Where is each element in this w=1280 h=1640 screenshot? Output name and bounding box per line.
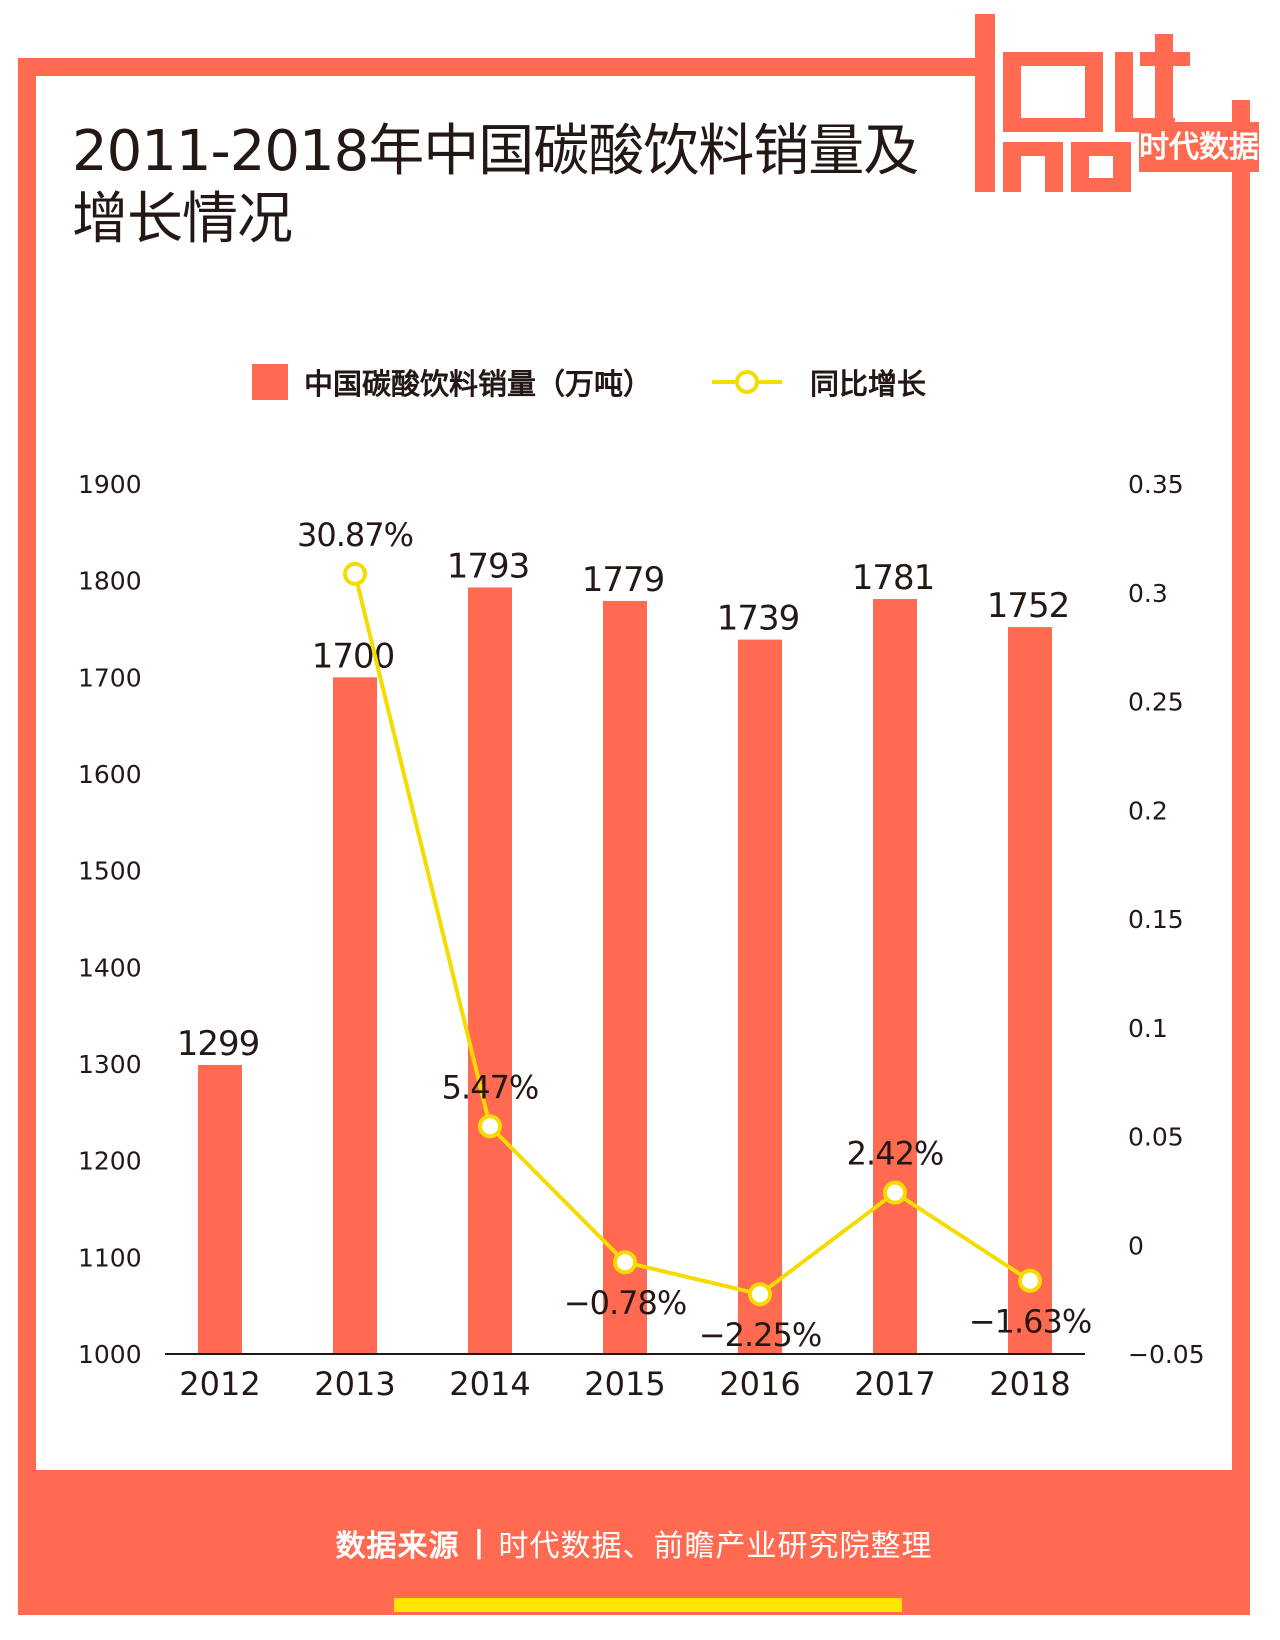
right-axis-tick-label: 0.3 <box>1128 579 1168 608</box>
bar-value-label: 1700 <box>312 636 395 676</box>
growth-value-label: −1.63% <box>969 1303 1091 1341</box>
left-axis-tick-label: 1200 <box>78 1147 142 1176</box>
source-label: 数据来源 <box>335 1528 460 1564</box>
left-axis-tick-label: 1000 <box>78 1340 142 1369</box>
bar <box>333 677 377 1354</box>
growth-value-label: 30.87% <box>297 516 413 554</box>
bar <box>603 600 647 1354</box>
x-axis-tick-label: 2017 <box>854 1365 935 1403</box>
frame-top-border <box>18 58 988 76</box>
x-axis-tick-label: 2015 <box>584 1365 665 1403</box>
legend-bar-swatch <box>252 364 288 400</box>
growth-point <box>883 1180 907 1205</box>
bar-value-label: 1779 <box>582 560 665 600</box>
chart-title: 2011-2018年中国碳酸饮料销量及增长情况 <box>72 119 919 252</box>
left-axis-tick-label: 1100 <box>78 1243 142 1272</box>
bar-value-label: 1752 <box>987 586 1070 626</box>
bar <box>1008 627 1052 1354</box>
right-axis-tick-label: 0.2 <box>1128 796 1168 825</box>
footer: 数据来源 | 时代数据、前瞻产业研究院整理 <box>18 1470 1250 1615</box>
bar-value-label: 1781 <box>852 558 935 598</box>
bar-value-label: 1739 <box>717 599 800 639</box>
growth-line <box>353 573 1032 1297</box>
left-axis-tick-label: 1900 <box>78 470 142 499</box>
left-axis-tick-label: 1700 <box>78 663 142 692</box>
source-separator: | <box>473 1525 485 1560</box>
legend: 中国碳酸饮料销量（万吨） 同比增长 <box>252 360 926 404</box>
bar <box>873 599 917 1354</box>
x-axis-tick-label: 2012 <box>179 1365 260 1403</box>
x-axis-tick-label: 2013 <box>314 1365 395 1403</box>
legend-line-swatch <box>712 370 783 394</box>
right-axis-tick-label: 0.25 <box>1128 688 1184 717</box>
right-axis-tick-label: 0.1 <box>1128 1014 1168 1043</box>
growth-point <box>343 561 367 586</box>
legend-line-label: 同比增长 <box>810 367 927 401</box>
frame-right-border <box>1232 100 1250 1548</box>
growth-point <box>748 1282 772 1307</box>
growth-value-label: 2.42% <box>847 1135 944 1173</box>
growth-value-label: −0.78% <box>564 1284 686 1322</box>
bar-value-label: 1793 <box>447 546 530 586</box>
growth-value-label: −2.25% <box>699 1316 821 1354</box>
left-axis-tick-label: 1800 <box>78 567 142 596</box>
growth-value-label: 5.47% <box>442 1068 539 1106</box>
combo-chart: 1000 1100 1200 1300 1400 1500 1600 1700 1800 1900… <box>78 470 1205 1403</box>
datagod-logo: data 时代数据 <box>975 14 1259 192</box>
left-axis-tick-label: 1400 <box>78 953 142 982</box>
left-axis-tick-label: 1300 <box>78 1050 142 1079</box>
x-axis-tick-label: 2018 <box>989 1365 1070 1403</box>
bar <box>198 1064 242 1354</box>
bar <box>468 587 512 1354</box>
bar-value-label: 1299 <box>177 1024 260 1064</box>
x-axis-tick-label: 2014 <box>449 1365 530 1403</box>
right-axis-tick-label: 0.35 <box>1128 470 1184 499</box>
growth-point <box>1018 1268 1042 1293</box>
growth-point <box>478 1114 502 1139</box>
right-axis-tick-label: 0.15 <box>1128 905 1184 934</box>
left-axis-tick-label: 1500 <box>78 857 142 886</box>
left-axis-tick-label: 1600 <box>78 760 142 789</box>
right-axis-tick-label: 0 <box>1128 1231 1144 1260</box>
svg-text:时代数据: 时代数据 <box>1139 130 1259 165</box>
right-axis-tick-label: 0.05 <box>1128 1123 1184 1152</box>
source-text: 时代数据、前瞻产业研究院整理 <box>498 1528 933 1564</box>
x-axis-tick-label: 2016 <box>719 1365 800 1403</box>
growth-point <box>613 1250 637 1275</box>
bar <box>738 639 782 1354</box>
frame-left-border <box>18 58 36 1548</box>
right-axis-tick-label: −0.05 <box>1128 1340 1205 1369</box>
footer-accent-stripe <box>394 1598 902 1612</box>
legend-bar-label: 中国碳酸饮料销量（万吨） <box>304 367 653 401</box>
